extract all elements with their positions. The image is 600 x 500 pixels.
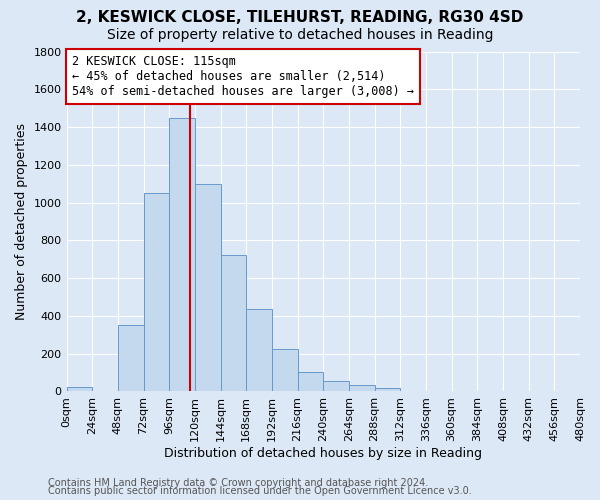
Bar — [400, 390, 426, 392]
Bar — [246, 310, 272, 392]
Bar — [272, 349, 298, 392]
Text: 2 KESWICK CLOSE: 115sqm
← 45% of detached houses are smaller (2,514)
54% of semi: 2 KESWICK CLOSE: 115sqm ← 45% of detache… — [71, 55, 413, 98]
Bar — [143, 193, 169, 392]
X-axis label: Distribution of detached houses by size in Reading: Distribution of detached houses by size … — [164, 447, 482, 460]
Text: Contains HM Land Registry data © Crown copyright and database right 2024.: Contains HM Land Registry data © Crown c… — [48, 478, 428, 488]
Bar — [349, 385, 374, 392]
Bar — [221, 256, 246, 392]
Bar — [67, 386, 92, 392]
Text: Contains public sector information licensed under the Open Government Licence v3: Contains public sector information licen… — [48, 486, 472, 496]
Bar — [118, 326, 143, 392]
Bar — [374, 388, 400, 392]
Bar — [169, 118, 195, 392]
Bar — [195, 184, 221, 392]
Y-axis label: Number of detached properties: Number of detached properties — [15, 123, 28, 320]
Bar — [323, 381, 349, 392]
Text: Size of property relative to detached houses in Reading: Size of property relative to detached ho… — [107, 28, 493, 42]
Bar — [298, 372, 323, 392]
Text: 2, KESWICK CLOSE, TILEHURST, READING, RG30 4SD: 2, KESWICK CLOSE, TILEHURST, READING, RG… — [76, 10, 524, 25]
